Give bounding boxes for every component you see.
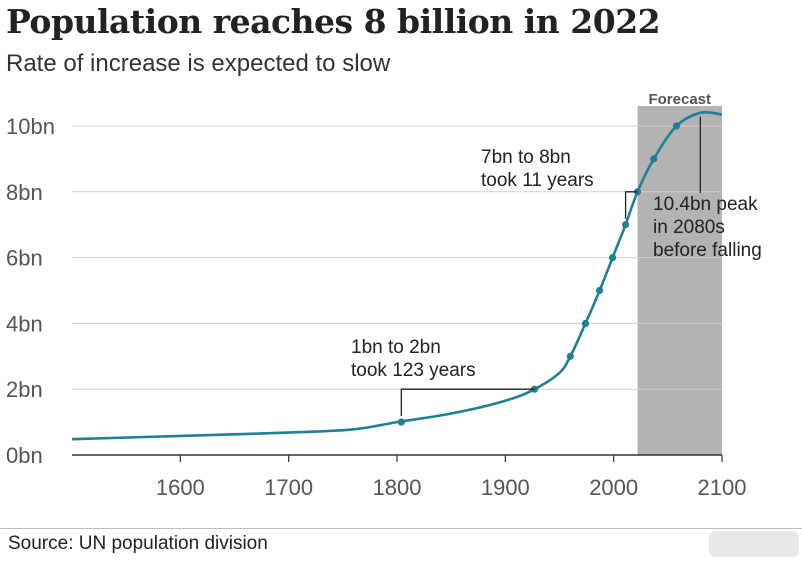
source-note: Source: UN population division — [8, 533, 268, 554]
y-tick-label: 10bn — [6, 114, 55, 139]
bracket-7bn-8bn — [624, 191, 638, 219]
annotation-peak: in 2080s — [653, 217, 725, 238]
y-tick-label: 4bn — [6, 311, 43, 336]
annotation-7bn-8bn: took 11 years — [481, 170, 594, 191]
billion-marker — [672, 122, 681, 130]
chart-subtitle: Rate of increase is expected to slow — [6, 50, 391, 77]
source-divider — [0, 528, 802, 529]
forecast-band — [637, 106, 722, 455]
y-tick-label: 6bn — [6, 246, 43, 271]
y-tick-label: 2bn — [6, 377, 43, 402]
x-tick-label: 2000 — [589, 475, 638, 500]
forecast-label: Forecast — [648, 91, 711, 108]
x-tick-label: 1700 — [264, 475, 313, 500]
billion-marker — [595, 286, 604, 295]
billion-marker — [566, 352, 574, 360]
population-line — [71, 110, 723, 441]
x-tick-label: 1900 — [481, 475, 530, 500]
x-tick-label: 1800 — [373, 475, 422, 500]
y-tick-label: 8bn — [6, 180, 43, 205]
logo-placeholder — [709, 531, 799, 557]
y-tick-label: 0bn — [6, 443, 43, 468]
billion-marker — [397, 418, 405, 426]
annotation-peak: 10.4bn peak — [653, 194, 758, 215]
annotation-7bn-8bn: 7bn to 8bn — [481, 147, 571, 168]
billion-marker — [650, 155, 658, 163]
population-chart: Forecast 0bn 2bn 4bn 6bn 8bn 10bn 1600 1700 180… — [6, 91, 762, 500]
billion-marker — [581, 319, 590, 327]
annotation-1bn-2bn: 1bn to 2bn — [351, 337, 441, 358]
chart-title: Population reaches 8 billion in 2022 — [6, 2, 661, 41]
billion-marker — [608, 254, 617, 262]
billion-marker — [530, 385, 539, 393]
x-tick-label: 1600 — [156, 475, 205, 500]
annotation-peak: before falling — [653, 240, 762, 261]
x-tick-label: 2100 — [698, 475, 747, 500]
annotation-1bn-2bn: took 123 years — [351, 360, 476, 381]
billion-marker — [621, 221, 630, 229]
bracket-1bn-2bn — [400, 388, 535, 417]
